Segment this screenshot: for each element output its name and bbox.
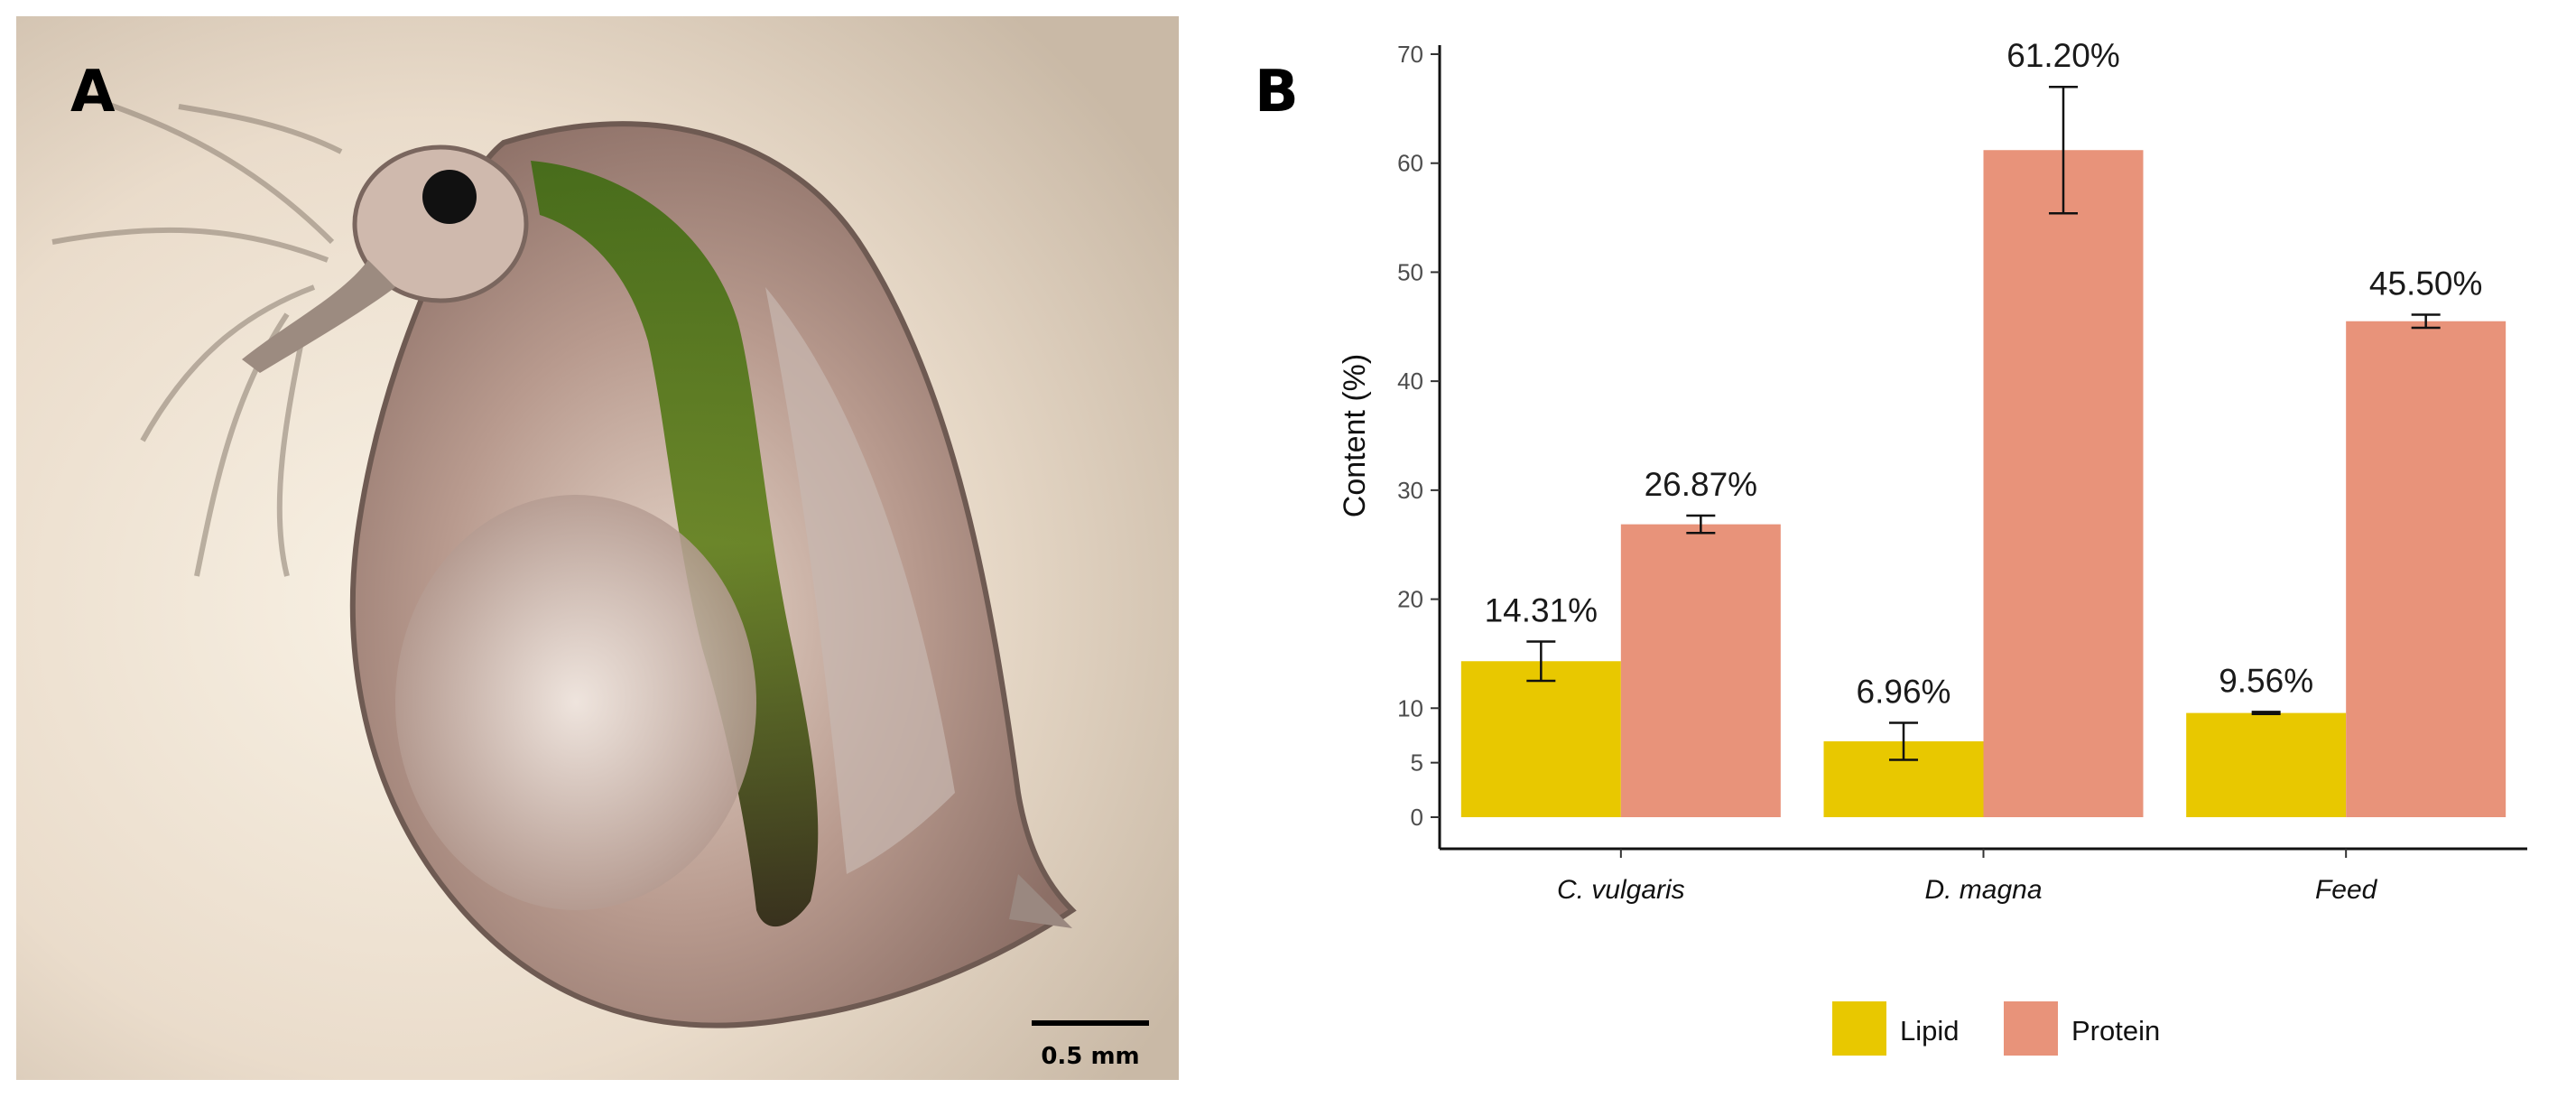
rostrum [242,260,395,373]
chart-axes: 0 5 10 20 30 40 50 60 70 Content (%) C. vulgaris D.… [1338,41,2527,905]
y-tick-label: 60 [1397,150,1423,177]
content-bar-chart: 0 5 10 20 30 40 50 60 70 Content (%) C. vulgaris D.… [1338,37,2527,1056]
data-label: 61.20% [2006,37,2120,74]
legend-swatch-lipid [1832,1001,1886,1056]
panel-label-a: A [70,59,116,126]
data-label: 9.56% [2219,662,2313,699]
legend-swatch-protein [2004,1001,2058,1056]
bar-protein [1620,524,1781,817]
y-tick-label: 5 [1411,749,1423,777]
y-tick-label: 20 [1397,586,1423,613]
compound-eye [422,170,477,224]
data-label: 6.96% [1857,673,1951,710]
bar-protein [2346,321,2507,817]
x-category-label: Feed [2315,875,2378,905]
bar-lipid [1460,661,1621,817]
y-tick-label: 40 [1397,368,1423,395]
data-label: 26.87% [1645,466,1758,503]
head [352,144,529,303]
data-label: 14.31% [1485,592,1598,629]
chart-bars [1460,85,2507,817]
bar-lipid [2186,712,2347,817]
y-axis-title: Content (%) [1338,354,1372,517]
scale-bar-label: 0.5 mm [1041,1043,1139,1070]
daphnia-micrograph: 0.5 mm [16,16,1179,1080]
x-category-label: D. magna [1924,875,2042,905]
data-label: 45.50% [2369,265,2483,302]
brood-chamber [395,495,756,910]
chart-labels: 14.31% 26.87% 6.96% 61.20% 9.56% 45.50% [1485,37,2483,710]
x-category-label: C. vulgaris [1557,875,1685,905]
carapace-mesh [765,287,955,874]
y-tick-label: 70 [1397,41,1423,68]
legend-label-lipid: Lipid [1900,1015,1960,1047]
y-tick-label: 0 [1411,804,1423,831]
tail-spine [1009,874,1072,928]
bar-protein [1983,150,2144,817]
panel-label-b: B [1255,59,1299,126]
y-tick-label: 30 [1397,477,1423,504]
scale-bar [1032,1020,1149,1026]
y-tick-label: 50 [1397,258,1423,285]
legend-label-protein: Protein [2071,1015,2160,1047]
chart-legend: Lipid Protein [1832,1001,2160,1056]
y-tick-label: 10 [1397,694,1423,721]
